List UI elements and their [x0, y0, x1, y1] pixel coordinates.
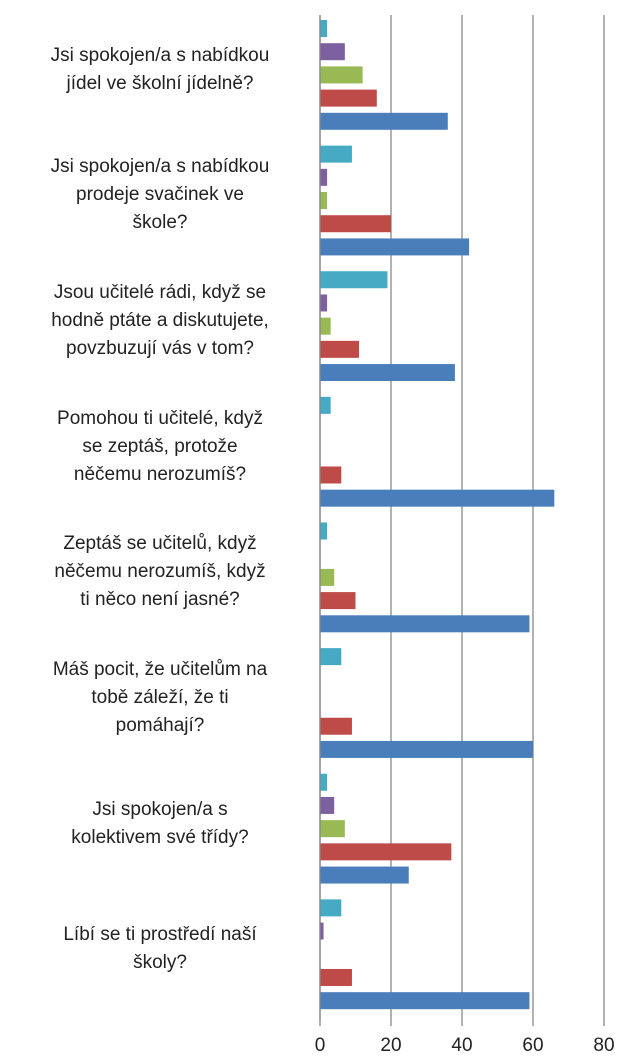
bar [320, 522, 328, 540]
x-tick-label: 60 [522, 1035, 543, 1056]
category-label: Pomohou ti učitelé, když se zeptáš, prot… [57, 407, 263, 485]
bar [320, 43, 345, 61]
bar [320, 145, 352, 163]
bar [320, 740, 533, 758]
bar [320, 922, 324, 940]
category-label: Líbí se ti prostředí naší školy? [63, 924, 257, 974]
category-label: Jsi spokojen/a s nabídkou prodeje svačin… [50, 156, 270, 234]
bar [320, 364, 455, 382]
bar [320, 192, 328, 210]
bar [320, 340, 360, 358]
x-tick-label: 20 [380, 1035, 401, 1056]
bar [320, 899, 342, 917]
x-tick-label: 0 [315, 1035, 326, 1056]
bar [320, 271, 388, 289]
bar [320, 20, 328, 37]
bar [320, 238, 470, 256]
category-label: Máš pocit, že učitelům na tobě záleží, ž… [52, 658, 268, 736]
category-label: Jsi spokojen/a s nabídkou jídel ve školn… [50, 44, 270, 94]
x-tick-label: 80 [593, 1035, 614, 1056]
bar [320, 992, 530, 1010]
bar [320, 717, 352, 735]
bar [320, 168, 328, 186]
x-tick-label: 40 [451, 1035, 472, 1056]
bar [320, 294, 328, 312]
bar [320, 568, 335, 586]
bar [320, 796, 335, 814]
bar [320, 396, 331, 414]
bar [320, 89, 377, 107]
bar [320, 866, 409, 884]
bar [320, 773, 328, 791]
category-label: Jsi spokojen/a s kolektivem své třídy? [71, 798, 249, 848]
bar [320, 820, 345, 838]
bar [320, 489, 555, 507]
bar [320, 968, 352, 986]
bar [320, 317, 331, 335]
bar [320, 592, 356, 610]
bar [320, 615, 530, 633]
bar [320, 648, 342, 666]
bar [320, 843, 452, 861]
bar [320, 112, 448, 130]
bar [320, 66, 363, 84]
category-label: Jsou učitelé rádi, když se hodně ptáte a… [51, 282, 269, 360]
bar [320, 215, 391, 233]
category-label: Zeptáš se učitelů, když něčemu nerozumíš… [54, 533, 266, 611]
bar [320, 466, 342, 484]
